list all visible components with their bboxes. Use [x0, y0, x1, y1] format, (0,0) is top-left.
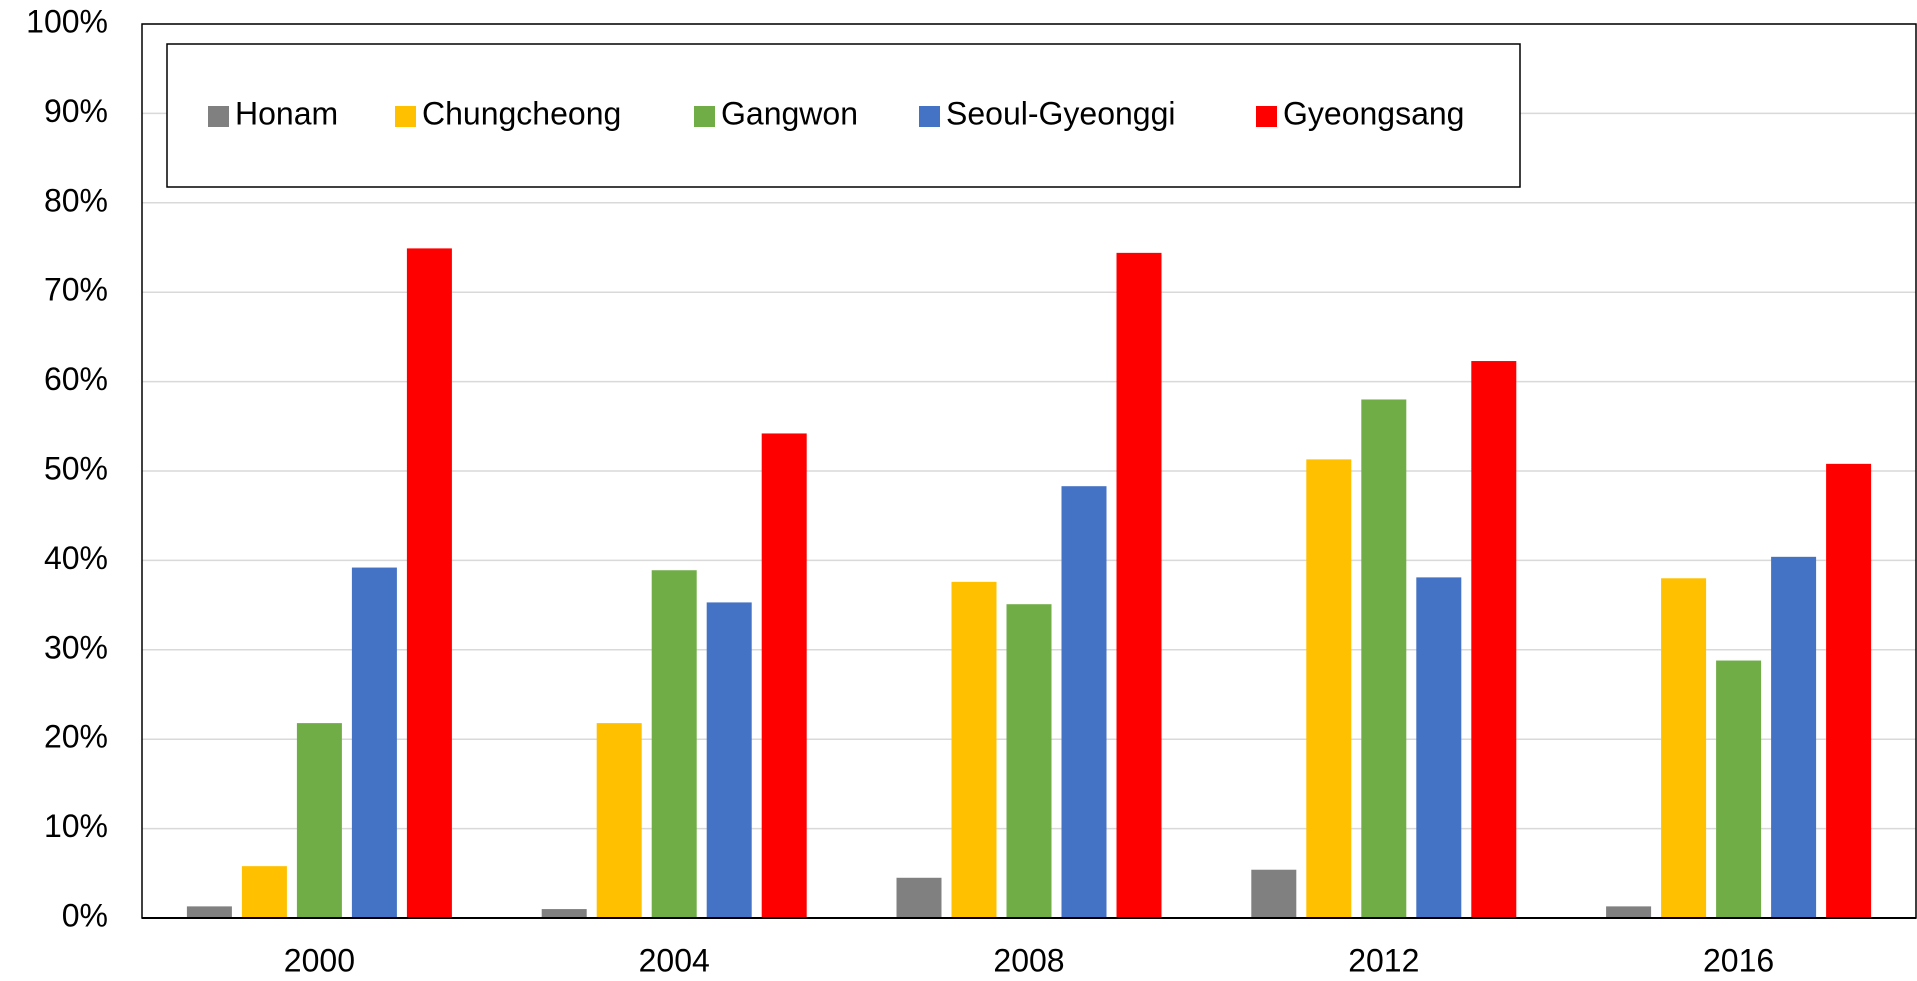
bar: [541, 909, 587, 918]
bar: [1251, 869, 1297, 918]
x-tick-label: 2004: [639, 942, 710, 978]
y-tick-label: 80%: [44, 182, 108, 218]
y-tick-label: 10%: [44, 808, 108, 844]
legend-label: Gyeongsang: [1283, 95, 1464, 131]
bar: [596, 723, 642, 918]
y-tick-label: 20%: [44, 719, 108, 755]
bar: [951, 581, 997, 918]
y-tick-label: 40%: [44, 540, 108, 576]
bar: [1061, 486, 1107, 918]
bar: [1606, 906, 1652, 918]
bar: [296, 723, 342, 918]
bar: [1771, 556, 1817, 918]
bar: [1361, 399, 1407, 919]
legend-label: Chungcheong: [422, 95, 621, 131]
legend-label: Seoul-Gyeonggi: [946, 95, 1175, 131]
x-tick-label: 2008: [993, 942, 1064, 978]
bar: [1416, 577, 1462, 918]
legend-swatch: [694, 106, 715, 127]
legend-swatch: [919, 106, 940, 127]
bar: [1116, 252, 1162, 918]
bar: [706, 602, 752, 918]
legend-label: Gangwon: [721, 95, 858, 131]
bar: [1716, 660, 1762, 918]
y-tick-label: 90%: [44, 93, 108, 129]
bar: [1471, 361, 1517, 919]
legend-swatch: [395, 106, 416, 127]
y-tick-label: 50%: [44, 450, 108, 486]
y-tick-label: 100%: [26, 3, 108, 39]
bar: [761, 433, 807, 918]
legend-box: [166, 43, 1521, 188]
bar: [351, 567, 397, 918]
bar: [651, 570, 697, 918]
bar: [1306, 459, 1352, 918]
y-tick-label: 0%: [62, 897, 108, 933]
bar: [241, 866, 287, 918]
legend-swatch: [208, 106, 229, 127]
bar: [1661, 578, 1707, 918]
y-tick-label: 60%: [44, 361, 108, 397]
bar: [186, 906, 232, 918]
bar: [1006, 604, 1052, 918]
x-tick-label: 2012: [1348, 942, 1419, 978]
legend-label: Honam: [235, 95, 338, 131]
bar: [1826, 463, 1872, 918]
bar: [406, 248, 452, 919]
x-tick-label: 2016: [1703, 942, 1774, 978]
x-tick-label: 2000: [284, 942, 355, 978]
bar: [896, 877, 942, 918]
y-tick-label: 30%: [44, 629, 108, 665]
legend-swatch: [1256, 106, 1277, 127]
y-tick-label: 70%: [44, 272, 108, 308]
